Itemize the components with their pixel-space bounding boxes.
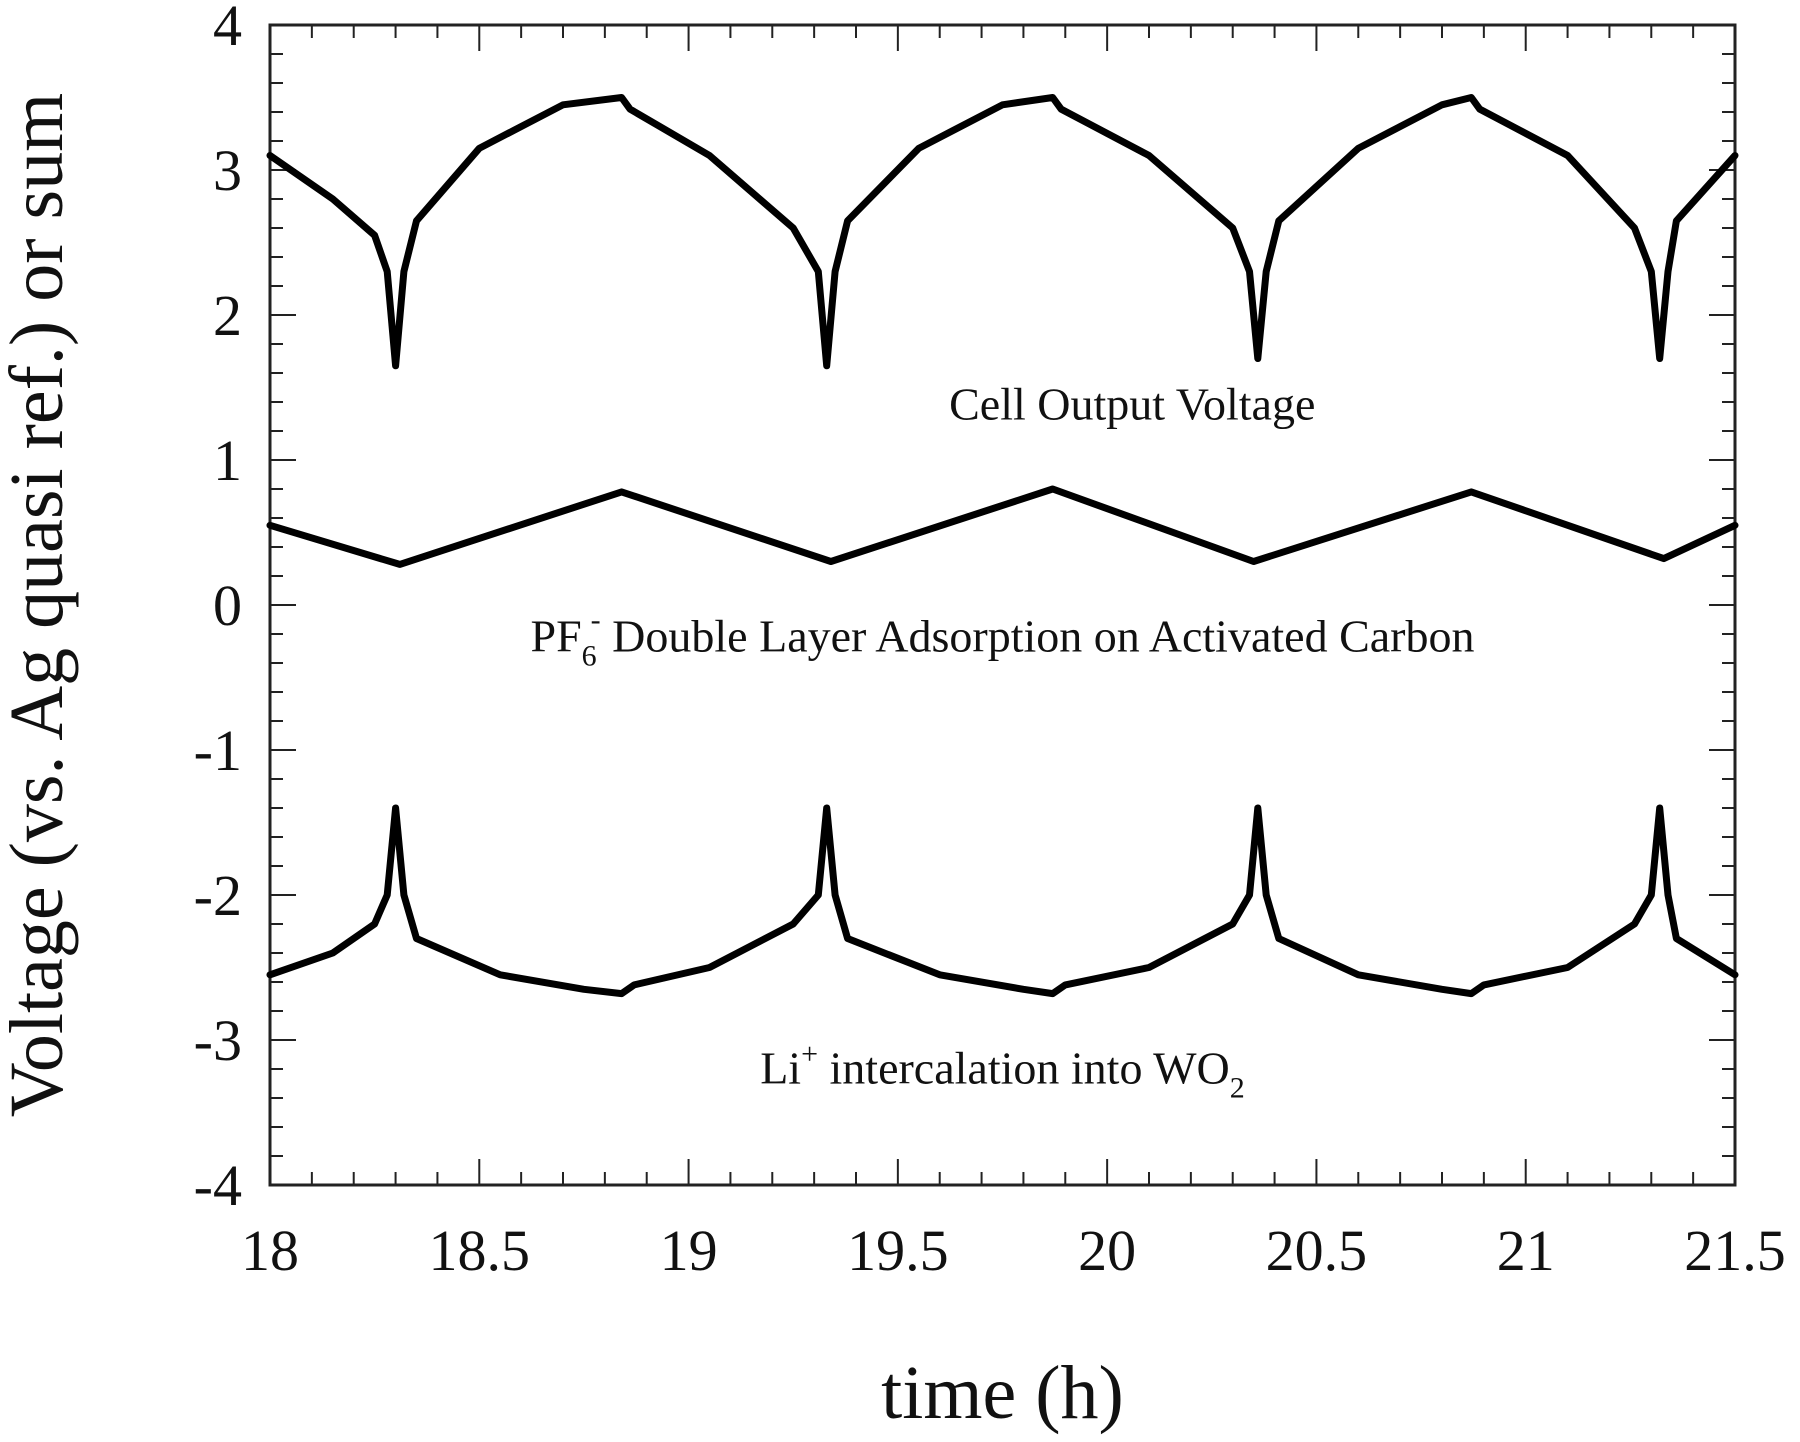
annotation-cell-output: Cell Output Voltage bbox=[949, 378, 1315, 429]
series-lines bbox=[266, 94, 1739, 998]
x-tick-label: 20 bbox=[1078, 1218, 1136, 1283]
x-tick-label: 20.5 bbox=[1266, 1218, 1368, 1283]
y-tick-label: 3 bbox=[213, 138, 242, 203]
y-tick-label: 1 bbox=[213, 428, 242, 493]
y-tick-label: -2 bbox=[194, 863, 242, 928]
y-axis-title: Voltage (vs. Ag quasi ref.) or sum bbox=[0, 93, 79, 1117]
y-tick-label: -3 bbox=[194, 1008, 242, 1073]
axis-ticks bbox=[269, 24, 1736, 1186]
series-line-1 bbox=[266, 94, 1739, 370]
x-tick-label: 21.5 bbox=[1684, 1218, 1786, 1283]
series-line-3 bbox=[266, 804, 1739, 998]
x-axis-title: time (h) bbox=[881, 1351, 1124, 1435]
x-tick-label: 18.5 bbox=[429, 1218, 531, 1283]
y-tick-label: 2 bbox=[213, 283, 242, 348]
y-tick-label: -1 bbox=[194, 718, 242, 783]
annotation-pf6: PF6- Double Layer Adsorption on Activate… bbox=[531, 603, 1475, 672]
plot-frame bbox=[268, 23, 1737, 1187]
y-tick-label: 0 bbox=[213, 573, 242, 638]
y-tick-label: -4 bbox=[194, 1153, 242, 1218]
series-line-2 bbox=[266, 485, 1739, 568]
x-tick-label: 21 bbox=[1497, 1218, 1555, 1283]
x-tick-label: 19 bbox=[660, 1218, 718, 1283]
x-tick-label: 18 bbox=[241, 1218, 299, 1283]
tick-labels: 18 18.5 19 19.5 20 20.5 21 21.5 -4 -3 -2 -1 0 1 2 3 4 bbox=[194, 0, 1786, 1283]
x-tick-label: 19.5 bbox=[847, 1218, 949, 1283]
annotation-li: Li+ intercalation into WO2 bbox=[760, 1038, 1245, 1105]
y-tick-label: 4 bbox=[213, 0, 242, 58]
